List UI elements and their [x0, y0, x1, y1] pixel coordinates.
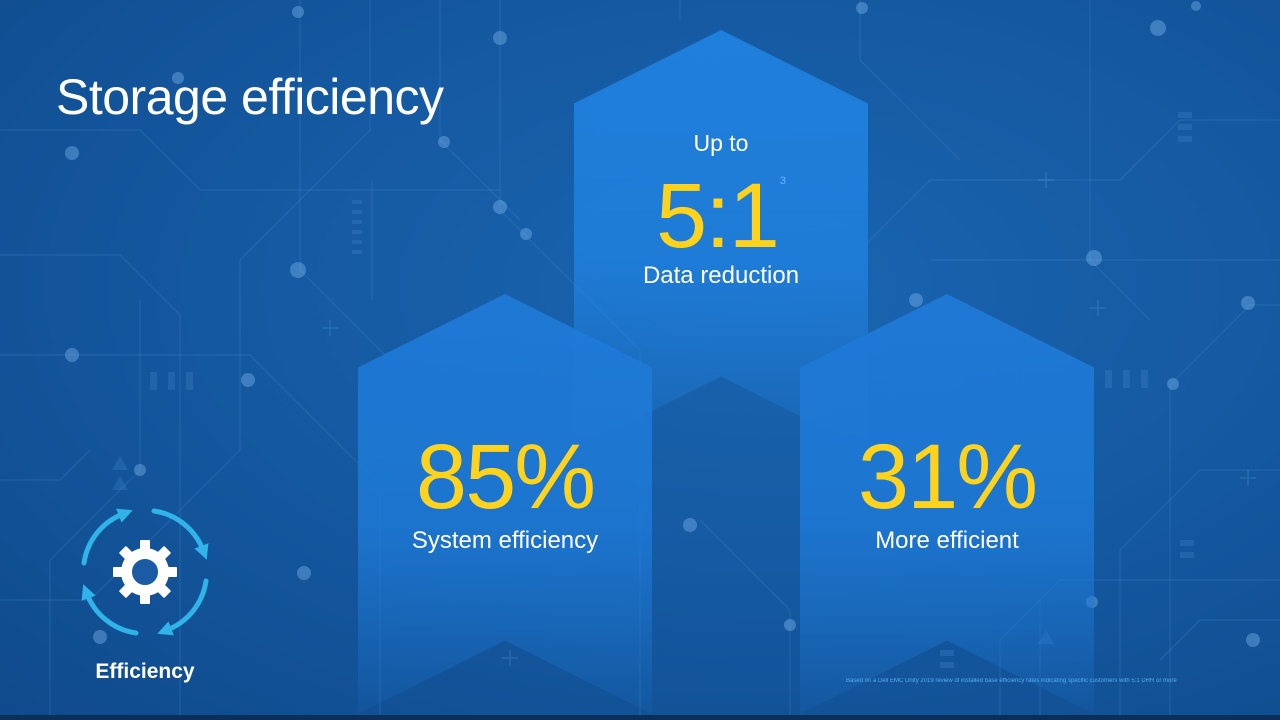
slide-title: Storage efficiency: [56, 69, 444, 125]
stat-value-text: 5:1: [655, 165, 780, 267]
stat-label-system-efficiency: System efficiency: [411, 527, 599, 554]
stat-label-data-reduction: Data reduction: [642, 262, 800, 289]
stat-value-system-efficiency: 85%: [415, 426, 596, 528]
stat-value-data-reduction: 5:1 3: [574, 170, 868, 262]
stat-prefix: Up to: [693, 130, 749, 156]
footnote-text: Based on a Dell EMC Unity 2019 review of…: [846, 678, 1177, 684]
gear-cycle-icon: [81, 508, 209, 636]
bottom-bar: [0, 715, 1280, 720]
stat-label-more-efficient: More efficient: [875, 527, 1019, 554]
footnote-marker: 3: [779, 175, 787, 187]
efficiency-badge-label: Efficiency: [95, 660, 195, 683]
stat-value-more-efficient: 31%: [857, 426, 1038, 528]
